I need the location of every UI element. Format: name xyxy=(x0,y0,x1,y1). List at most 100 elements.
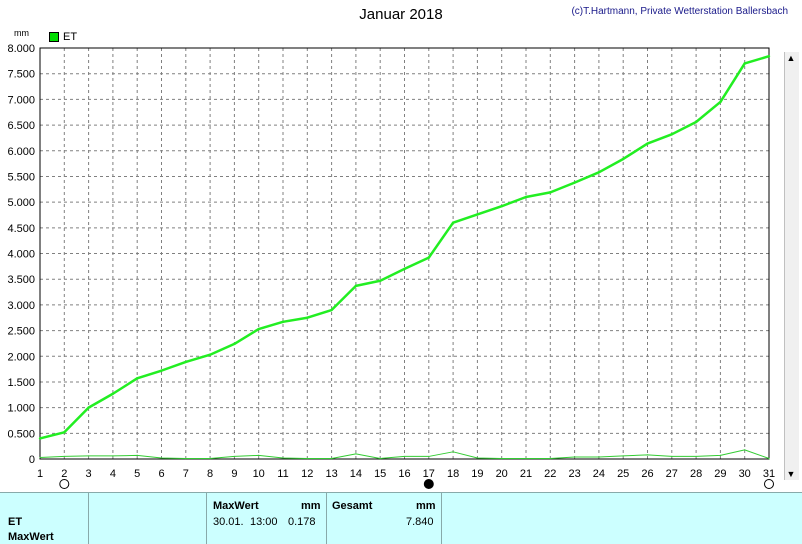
y-tick-label: 5.000 xyxy=(7,197,35,209)
data-point-et xyxy=(63,431,66,434)
data-point-hourly xyxy=(209,457,211,460)
y-tick-label: 4.000 xyxy=(7,249,35,261)
data-point-et xyxy=(500,205,503,208)
legend-label-et: ET xyxy=(63,31,78,43)
sum-unit: mm xyxy=(416,500,436,512)
data-point-et xyxy=(549,191,552,194)
data-point-hourly xyxy=(622,455,624,457)
data-point-et xyxy=(403,267,406,271)
table-divider xyxy=(206,493,207,544)
data-point-et xyxy=(330,308,333,312)
table-divider xyxy=(326,493,327,544)
chart-plot: 0 0.500 1.000 1.500 2.000 2.500 3.000 3.500 4.00… xyxy=(7,43,775,489)
data-point-hourly xyxy=(646,454,649,456)
x-tick-label: 17 xyxy=(423,468,435,480)
data-point-hourly xyxy=(185,457,187,460)
data-point-hourly xyxy=(695,455,697,458)
data-point-hourly xyxy=(355,453,357,455)
new-moon-icon xyxy=(423,479,434,489)
x-tick-label: 9 xyxy=(231,468,237,480)
row-label-maxwert: MaxWert xyxy=(8,531,54,543)
x-tick-label: 2 xyxy=(61,468,67,480)
max-unit: mm xyxy=(301,500,321,512)
data-point-hourly xyxy=(88,455,90,457)
data-point-et xyxy=(306,316,309,319)
y-tick-label: 2.000 xyxy=(7,351,35,363)
data-point-hourly xyxy=(744,449,746,451)
scroll-down-icon[interactable]: ▼ xyxy=(786,469,796,479)
data-point-et xyxy=(354,284,358,288)
data-point-et xyxy=(719,100,722,104)
data-point-hourly xyxy=(719,454,722,457)
data-point-hourly xyxy=(160,457,163,459)
x-tick-label: 23 xyxy=(568,468,580,480)
y-tick-label: 3.000 xyxy=(7,300,35,312)
plot-frame xyxy=(39,47,770,460)
y-tick-label: 8.000 xyxy=(7,43,35,55)
data-point-hourly xyxy=(258,454,260,457)
vertical-scrollbar[interactable] xyxy=(784,52,799,480)
data-point-hourly xyxy=(403,455,406,458)
scroll-up-icon[interactable]: ▲ xyxy=(786,53,796,63)
data-point-hourly xyxy=(331,457,333,460)
copyright-text: (c)T.Hartmann, Private Wetterstation Bal… xyxy=(571,6,788,17)
max-time: 13:00 xyxy=(250,516,278,528)
data-point-et xyxy=(111,392,115,395)
data-point-et xyxy=(208,353,212,356)
data-point-hourly xyxy=(428,455,430,458)
data-point-et xyxy=(87,406,90,409)
legend-swatch-et xyxy=(49,32,59,42)
data-point-hourly xyxy=(452,451,454,453)
y-tick-label: 1.000 xyxy=(7,403,35,415)
table-divider xyxy=(441,493,442,544)
summary-table: ET MaxWert MaxWert mm 30.01. 13:00 0.178… xyxy=(0,492,802,544)
data-point-hourly xyxy=(112,455,114,457)
x-tick-label: 3 xyxy=(86,468,92,480)
data-point-et xyxy=(694,120,698,124)
data-point-hourly xyxy=(63,455,65,458)
y-tick-label: 1.500 xyxy=(7,377,35,389)
y-tick-label: 5.500 xyxy=(7,171,35,183)
data-point-hourly xyxy=(768,457,770,460)
y-tick-label: 6.500 xyxy=(7,120,35,132)
x-tick-label: 25 xyxy=(617,468,629,480)
data-point-et xyxy=(670,133,673,136)
x-tick-label: 11 xyxy=(277,468,288,480)
y-tick-label: 0 xyxy=(29,454,35,466)
max-header: MaxWert xyxy=(213,500,259,512)
x-tick-label: 24 xyxy=(593,468,605,480)
data-point-et xyxy=(38,437,42,440)
data-point-hourly xyxy=(476,457,478,459)
y-tick-label: 3.500 xyxy=(7,274,35,286)
data-point-hourly xyxy=(574,456,576,458)
x-tick-label: 28 xyxy=(690,468,702,480)
x-tick-label: 6 xyxy=(158,468,164,480)
x-tick-label: 4 xyxy=(110,468,116,480)
data-point-et xyxy=(573,181,576,184)
x-tick-label: 27 xyxy=(666,468,678,480)
max-value: 0.178 xyxy=(288,516,316,528)
x-tick-label: 16 xyxy=(398,468,410,480)
x-tick-label: 7 xyxy=(183,468,189,480)
data-point-et xyxy=(597,171,601,174)
x-tick-label: 31 xyxy=(763,468,775,480)
data-point-hourly xyxy=(379,457,381,460)
data-point-et xyxy=(427,256,430,259)
y-tick-label: 6.000 xyxy=(7,146,35,158)
data-point-et xyxy=(160,369,163,372)
data-point-et xyxy=(379,279,382,282)
data-point-hourly xyxy=(306,457,308,460)
x-tick-label: 12 xyxy=(301,468,313,480)
y-axis-unit: mm xyxy=(14,28,29,38)
data-point-et xyxy=(646,142,649,145)
data-point-hourly xyxy=(671,455,673,458)
y-tick-label: 7.000 xyxy=(7,94,35,106)
data-point-et xyxy=(281,320,285,324)
data-point-et xyxy=(233,342,236,346)
data-point-et xyxy=(743,62,746,65)
max-date: 30.01. xyxy=(213,516,244,528)
y-tick-label: 7.500 xyxy=(7,69,35,81)
data-point-et xyxy=(622,157,625,161)
table-divider xyxy=(88,493,89,544)
x-tick-label: 5 xyxy=(134,468,140,480)
